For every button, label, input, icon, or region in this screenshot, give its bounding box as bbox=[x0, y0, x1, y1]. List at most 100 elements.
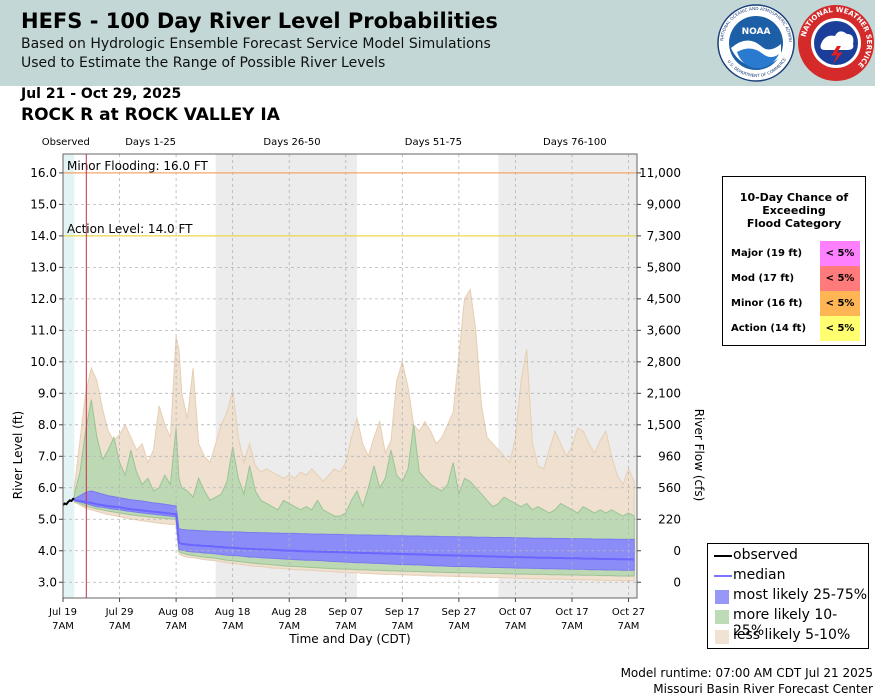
prob-title-line: 10-Day Chance of bbox=[739, 191, 849, 204]
prob-row-moderate: Mod (17 ft) < 5% bbox=[723, 266, 865, 291]
flood-thresholds: Minor Flooding: 16.0 FT Action Level: 14.… bbox=[63, 159, 637, 237]
y2-tick-label: 11,000 bbox=[639, 166, 681, 180]
legend-item-median: median bbox=[708, 566, 868, 586]
x-tick-label: Oct 27 bbox=[612, 607, 645, 618]
prob-title-line: Flood Category bbox=[746, 217, 842, 230]
legend-swatch bbox=[715, 590, 729, 604]
observed-line bbox=[62, 497, 75, 506]
legend-swatch bbox=[714, 555, 732, 557]
y2-tick-label: 220 bbox=[658, 512, 681, 526]
prob-row-value: < 5% bbox=[820, 316, 860, 341]
hydrograph-chart: Minor Flooding: 16.0 FT Action Level: 14.… bbox=[11, 137, 706, 646]
y-tick-label: 12.0 bbox=[30, 292, 57, 306]
period-label: Days 1-25 bbox=[125, 137, 176, 148]
axes: 3.0 4.0 5.0 6.0 7.0 8.0 9.0 10.0 11.0 12.0 13.0 14.… bbox=[30, 137, 681, 632]
x-axis-label: Time and Day (CDT) bbox=[288, 632, 410, 646]
period-label: Days 76-100 bbox=[543, 137, 607, 148]
y-tick-label: 15.0 bbox=[30, 197, 57, 211]
x-tick-time: 7AM bbox=[335, 621, 357, 632]
legend-label: more likely 10-25% bbox=[733, 607, 838, 639]
y2-tick-label: 2,100 bbox=[647, 386, 681, 400]
plot-frame bbox=[62, 153, 638, 599]
observed-period bbox=[63, 154, 75, 598]
period-label: Days 51-75 bbox=[405, 137, 462, 148]
y-tick-label: 11.0 bbox=[30, 323, 57, 337]
chart-legend: observed median most likely 25-75% more … bbox=[707, 543, 869, 649]
y2-axis-label: River Flow (cfs) bbox=[692, 409, 706, 502]
threshold-label: Minor Flooding: 16.0 FT bbox=[67, 159, 209, 173]
x-tick-time: 7AM bbox=[109, 621, 131, 632]
x-tick-label: Sep 17 bbox=[385, 607, 420, 618]
y-tick-label: 14.0 bbox=[30, 229, 57, 243]
legend-swatch bbox=[715, 630, 729, 644]
y-tick-label: 7.0 bbox=[38, 449, 57, 463]
legend-item-10-25: more likely 10-25% bbox=[708, 606, 868, 639]
y2-tick-label: 2,800 bbox=[647, 355, 681, 369]
y-tick-label: 4.0 bbox=[38, 544, 57, 558]
prob-row-label: Action (14 ft) bbox=[731, 323, 807, 334]
legend-label: observed bbox=[733, 547, 798, 563]
y-axis-label: River Level (ft) bbox=[11, 411, 25, 499]
legend-item-5-10: less likely 5-10% bbox=[708, 626, 868, 646]
prob-row-label: Minor (16 ft) bbox=[731, 298, 803, 309]
prob-row-value: < 5% bbox=[820, 266, 860, 291]
legend-swatch bbox=[714, 575, 732, 577]
legend-label: most likely 25-75% bbox=[733, 587, 868, 603]
y-tick-label: 13.0 bbox=[30, 260, 57, 274]
period-label: Observed bbox=[42, 137, 90, 148]
y2-tick-label: 3,600 bbox=[647, 323, 681, 337]
period-label: Days 26-50 bbox=[263, 137, 320, 148]
x-tick-label: Oct 17 bbox=[555, 607, 588, 618]
y-tick-label: 5.0 bbox=[38, 512, 57, 526]
prob-row-value: < 5% bbox=[820, 291, 860, 316]
y2-tick-label: 0 bbox=[673, 544, 681, 558]
y2-tick-label: 1,500 bbox=[647, 418, 681, 432]
x-tick-label: Sep 27 bbox=[441, 607, 476, 618]
forecast-center: Missouri Basin River Forecast Center bbox=[653, 682, 873, 696]
prob-row-major: Major (19 ft) < 5% bbox=[723, 241, 865, 266]
y-tick-label: 3.0 bbox=[38, 575, 57, 589]
x-tick-time: 7AM bbox=[618, 621, 640, 632]
prob-row-minor: Minor (16 ft) < 5% bbox=[723, 291, 865, 316]
prob-table-title: 10-Day Chance of Exceeding Flood Categor… bbox=[723, 191, 865, 230]
legend-item-observed: observed bbox=[708, 546, 868, 566]
y2-tick-label: 7,300 bbox=[647, 229, 681, 243]
noaa-logo-text: NOAA bbox=[742, 27, 771, 37]
noaa-logo: NOAA NATIONAL OCEANIC AND ATMOSPHERIC AD… bbox=[717, 4, 795, 82]
prob-row-value: < 5% bbox=[820, 241, 860, 266]
page-title: HEFS - 100 Day River Level Probabilities bbox=[21, 9, 498, 33]
legend-swatch bbox=[715, 610, 729, 624]
x-tick-label: Oct 07 bbox=[499, 607, 532, 618]
legend-label: less likely 5-10% bbox=[733, 627, 851, 643]
y2-tick-label: 9,000 bbox=[647, 197, 681, 211]
x-tick-label: Aug 28 bbox=[271, 607, 306, 618]
y-tick-label: 6.0 bbox=[38, 481, 57, 495]
y2-tick-label: 0 bbox=[673, 575, 681, 589]
header-subtitle-1: Based on Hydrologic Ensemble Forecast Se… bbox=[21, 36, 491, 52]
x-tick-time: 7AM bbox=[52, 621, 74, 632]
x-tick-label: Jul 19 bbox=[48, 607, 77, 618]
prob-row-label: Mod (17 ft) bbox=[731, 273, 795, 284]
x-tick-time: 7AM bbox=[278, 621, 300, 632]
location-title: ROCK R at ROCK VALLEY IA bbox=[21, 105, 280, 125]
x-tick-time: 7AM bbox=[504, 621, 526, 632]
nws-logo: NATIONAL WEATHER SERVICE bbox=[798, 5, 874, 81]
x-tick-time: 7AM bbox=[448, 621, 470, 632]
date-range: Jul 21 - Oct 29, 2025 bbox=[21, 86, 182, 102]
y2-tick-label: 4,500 bbox=[647, 292, 681, 306]
legend-item-25-75: most likely 25-75% bbox=[708, 586, 868, 606]
x-tick-time: 7AM bbox=[561, 621, 583, 632]
prob-row-action: Action (14 ft) < 5% bbox=[723, 316, 865, 341]
series-lines bbox=[62, 154, 635, 598]
median-line bbox=[74, 499, 635, 561]
x-tick-time: 7AM bbox=[391, 621, 413, 632]
y2-tick-label: 960 bbox=[658, 449, 681, 463]
x-tick-label: Jul 29 bbox=[105, 607, 134, 618]
threshold-label: Action Level: 14.0 FT bbox=[67, 222, 193, 236]
y-tick-label: 9.0 bbox=[38, 386, 57, 400]
y-tick-label: 8.0 bbox=[38, 418, 57, 432]
x-tick-time: 7AM bbox=[222, 621, 244, 632]
flood-probability-table: 10-Day Chance of Exceeding Flood Categor… bbox=[722, 176, 866, 346]
header-subtitle-2: Used to Estimate the Range of Possible R… bbox=[21, 55, 386, 71]
x-tick-label: Aug 08 bbox=[158, 607, 193, 618]
